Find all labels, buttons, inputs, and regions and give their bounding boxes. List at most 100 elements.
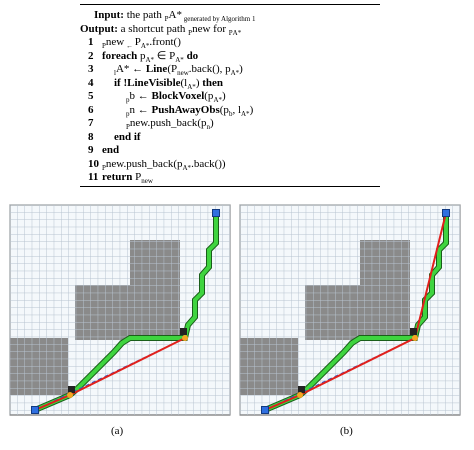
text-part: )	[249, 103, 254, 116]
text-part: )	[195, 76, 203, 89]
text-part: A*	[175, 55, 184, 64]
text-part: do	[183, 49, 199, 62]
text-part: )	[239, 63, 243, 75]
text-part: .front()	[149, 36, 181, 48]
text-part: P	[102, 163, 106, 172]
text-part: b	[228, 109, 233, 118]
line-number: 3	[88, 63, 94, 75]
endpoint	[212, 209, 220, 217]
text-part: P	[228, 28, 233, 37]
text-part: P	[164, 15, 169, 24]
line-text: lA* ← Line(Pnew.back(), pA*)	[114, 63, 243, 80]
block-voxel	[180, 328, 187, 335]
line-text: Input: the path PA* generated by Algorit…	[94, 9, 255, 26]
text-part: ←	[129, 63, 146, 75]
text-part: .push_back(p	[147, 117, 207, 129]
line-text: Pnew ← PA*.front()	[102, 36, 181, 53]
text-part: b	[129, 90, 136, 102]
line-number: 5	[88, 90, 94, 102]
text-part: A*	[168, 9, 182, 21]
line-number: 10	[88, 157, 99, 170]
text-part: (P	[167, 63, 178, 75]
pushed-node	[67, 392, 73, 398]
text-part: BlockVoxel	[151, 90, 205, 102]
text-part: new	[105, 36, 125, 48]
line-number: 11	[88, 171, 99, 183]
text-part: A*	[232, 28, 242, 37]
text-part: (l	[180, 76, 188, 89]
text-part: if !LineVisible	[114, 76, 181, 89]
text-part: new	[192, 22, 211, 35]
line-text: pn ← PushAwayObs(pb, lA*)	[126, 104, 253, 121]
text-part: generated by Algorithm 1	[181, 15, 256, 24]
text-part: p	[126, 109, 130, 118]
line-text: return Pnew	[102, 171, 153, 188]
text-part: l	[114, 69, 116, 78]
line-text: Output: a shortcut path Pnew for PA*	[80, 23, 241, 40]
text-part: A*	[213, 96, 222, 105]
text-part: ←	[124, 42, 135, 51]
text-part: A*	[182, 163, 192, 172]
text-part: new	[129, 117, 148, 129]
text-part: for	[210, 22, 229, 35]
text-part: A*	[187, 82, 196, 91]
text-part: .back())	[191, 157, 226, 170]
text-part: Input:	[94, 9, 124, 21]
endpoint	[31, 406, 39, 414]
text-part: P	[132, 171, 142, 183]
caption: (a)	[111, 425, 124, 437]
text-part: P	[126, 123, 130, 132]
pushed-node	[297, 392, 303, 398]
line-number: 1	[88, 36, 94, 48]
text-part: P	[188, 28, 193, 37]
text-part: end	[102, 144, 120, 156]
caption: (b)	[340, 425, 353, 437]
line-text: Pnew.push_back(pn)	[126, 117, 214, 134]
text-part: A*	[115, 63, 130, 75]
text-part: return	[102, 171, 133, 183]
line-number: 4	[88, 76, 94, 89]
text-part: end if	[114, 130, 141, 143]
text-part: new	[141, 177, 153, 186]
text-part: A*	[140, 42, 150, 51]
line-number: 7	[88, 117, 94, 129]
rule	[80, 186, 380, 187]
text-part: p	[126, 96, 130, 105]
pushed-node	[412, 335, 418, 341]
figures	[9, 204, 461, 416]
line-text: pb ← BlockVoxel(pA*)	[126, 90, 226, 107]
text-part: ∈ P	[154, 49, 176, 62]
text-part: new	[177, 69, 189, 78]
text-part: Line	[145, 63, 168, 75]
text-part: A*	[241, 109, 250, 118]
endpoint	[261, 406, 269, 414]
text-part: A*	[230, 69, 240, 78]
line-text: if !LineVisible(lA*) then	[114, 77, 223, 94]
text-part: new	[105, 157, 124, 170]
text-part: n	[206, 123, 211, 132]
text-part: , l	[232, 103, 241, 116]
line-number: 6	[88, 103, 94, 116]
obstacle	[130, 240, 180, 285]
line-number: 9	[88, 144, 94, 156]
block-voxel	[410, 328, 417, 335]
line-text: Pnew.push_back(pA*.back())	[102, 158, 226, 175]
block-voxel	[68, 386, 75, 393]
text-part: P	[134, 36, 141, 48]
text-part: the path	[123, 9, 165, 21]
line-number: 8	[88, 130, 94, 143]
text-part: .push_back(p	[123, 157, 183, 170]
pushed-node	[182, 335, 188, 341]
block-voxel	[298, 386, 305, 393]
text-part: ←	[135, 103, 152, 116]
text-part: (p	[204, 90, 214, 102]
text-part: p	[137, 49, 146, 62]
text-part: (p	[219, 103, 229, 116]
text-part: foreach	[102, 49, 138, 62]
text-part: A*	[145, 55, 155, 64]
line-number: 2	[88, 49, 94, 62]
line-text: end if	[114, 131, 141, 144]
line-text: foreach pA* ∈ PA* do	[102, 50, 198, 67]
text-part: )	[222, 90, 226, 102]
